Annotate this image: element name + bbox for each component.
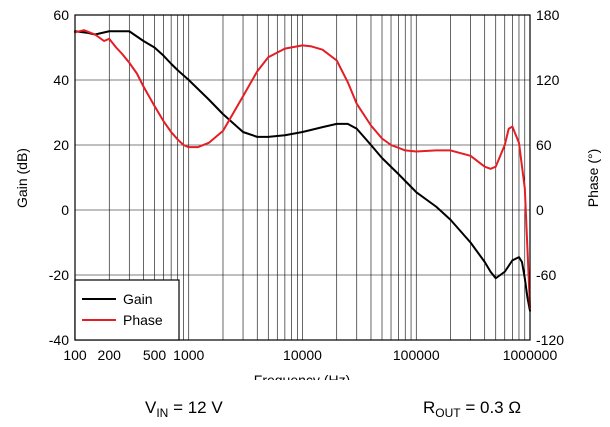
- left-y-tick-label: 20: [53, 137, 69, 153]
- vin-subscript: IN: [156, 406, 169, 420]
- left-y-tick-label: -40: [49, 332, 69, 348]
- rout-subscript: OUT: [435, 406, 461, 420]
- legend-box: [74, 279, 180, 341]
- left-y-tick-label: 40: [53, 72, 69, 88]
- x-axis-title: Frequency (Hz): [254, 372, 350, 380]
- series-line-gain: [74, 30, 531, 312]
- legend: Gain Phase: [74, 279, 180, 341]
- legend-label-phase: Phase: [123, 312, 163, 328]
- left-y-tick-label: 0: [61, 202, 69, 218]
- rout-symbol: R: [423, 398, 436, 417]
- series-line-phase: [74, 29, 531, 309]
- right-y-tick-label: -120: [536, 332, 564, 348]
- right-y-tick-label: -60: [536, 267, 556, 283]
- plot-frame: [74, 14, 531, 341]
- x-tick-label: 10000: [283, 347, 322, 363]
- series-group: [74, 29, 531, 312]
- x-tick-label: 1000: [173, 347, 204, 363]
- x-tick-label: 500: [143, 347, 167, 363]
- tick-labels: 100 200 500 1000 10000 100000 1000000-40-20020…: [49, 7, 564, 363]
- x-tick-label: 100000: [393, 347, 440, 363]
- right-y-tick-label: 120: [536, 72, 560, 88]
- x-tick-label: 100: [63, 347, 87, 363]
- right-y-tick-label: 60: [536, 137, 552, 153]
- grid: [75, 15, 530, 340]
- vin-value: = 12 V: [168, 398, 223, 417]
- left-y-tick-label: 60: [53, 7, 69, 23]
- output-resistance-condition: ROUT = 0.3 Ω: [423, 398, 521, 420]
- right-axis-title: Phase (°): [585, 149, 601, 208]
- rout-value: = 0.3 Ω: [460, 398, 522, 417]
- right-y-tick-label: 0: [536, 202, 544, 218]
- left-y-tick-label: -20: [49, 267, 69, 283]
- left-axis-title: Gain (dB): [14, 148, 30, 208]
- x-tick-label: 1000000: [503, 347, 558, 363]
- input-voltage-condition: VIN = 12 V: [145, 398, 223, 420]
- gain-phase-chart: 100 200 500 1000 10000 100000 1000000-40-20020…: [14, 7, 601, 388]
- x-tick-label: 200: [98, 347, 122, 363]
- right-y-tick-label: 180: [536, 7, 560, 23]
- vin-symbol: V: [145, 398, 157, 417]
- legend-label-gain: Gain: [123, 291, 153, 307]
